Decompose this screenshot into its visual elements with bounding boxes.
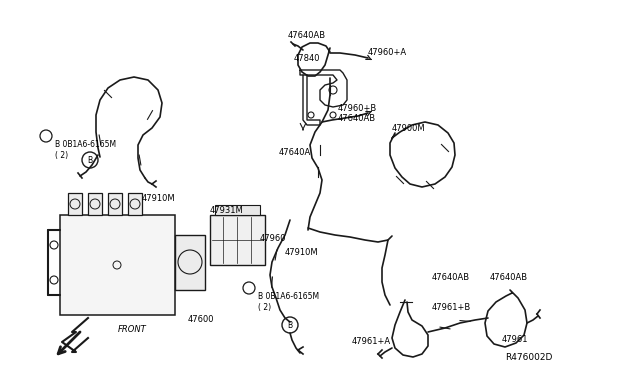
Bar (60, 215, 175, 315)
Text: 47640A: 47640A (279, 148, 311, 157)
Bar (88, 193, 102, 215)
Bar (215, 205, 260, 215)
Text: B: B (287, 321, 292, 330)
Text: 47931M: 47931M (210, 205, 244, 215)
Text: 47640AB: 47640AB (288, 31, 326, 39)
Bar (108, 193, 122, 215)
Text: 47960: 47960 (260, 234, 287, 243)
Text: 47910M: 47910M (285, 247, 319, 257)
Bar (210, 215, 265, 265)
Text: 47960+A: 47960+A (368, 48, 407, 57)
Text: 47840: 47840 (294, 54, 321, 62)
Text: 47960+B: 47960+B (338, 103, 377, 112)
Bar (175, 235, 205, 290)
Text: 47961: 47961 (502, 336, 529, 344)
Bar (128, 193, 142, 215)
Text: 47910M: 47910M (142, 193, 175, 202)
Text: 47961+B: 47961+B (432, 304, 471, 312)
Text: FRONT: FRONT (118, 326, 147, 334)
Bar (68, 193, 82, 215)
Text: 47600: 47600 (188, 315, 214, 324)
Text: B: B (88, 155, 93, 164)
Text: 47640AB: 47640AB (338, 113, 376, 122)
Text: 47961+A: 47961+A (352, 337, 391, 346)
Text: B 0B1A6-6165M
( 2): B 0B1A6-6165M ( 2) (258, 292, 319, 312)
Text: R476002D: R476002D (505, 353, 552, 362)
Text: 47640AB: 47640AB (490, 273, 528, 282)
Text: 47640AB: 47640AB (432, 273, 470, 282)
Text: B 0B1A6-6165M
( 2): B 0B1A6-6165M ( 2) (55, 140, 116, 160)
Text: 47900M: 47900M (392, 124, 426, 132)
